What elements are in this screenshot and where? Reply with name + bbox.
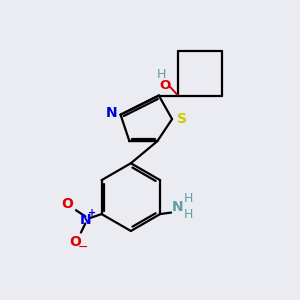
- Text: −: −: [78, 241, 88, 254]
- Text: N: N: [105, 106, 117, 120]
- Text: H: H: [157, 68, 166, 81]
- Text: N: N: [80, 213, 91, 227]
- Text: S: S: [176, 112, 187, 126]
- Text: N: N: [172, 200, 184, 214]
- Text: O: O: [160, 79, 171, 92]
- Text: +: +: [88, 208, 96, 218]
- Text: O: O: [69, 235, 81, 249]
- Text: H: H: [184, 208, 194, 221]
- Text: H: H: [184, 192, 194, 205]
- Text: O: O: [61, 197, 73, 211]
